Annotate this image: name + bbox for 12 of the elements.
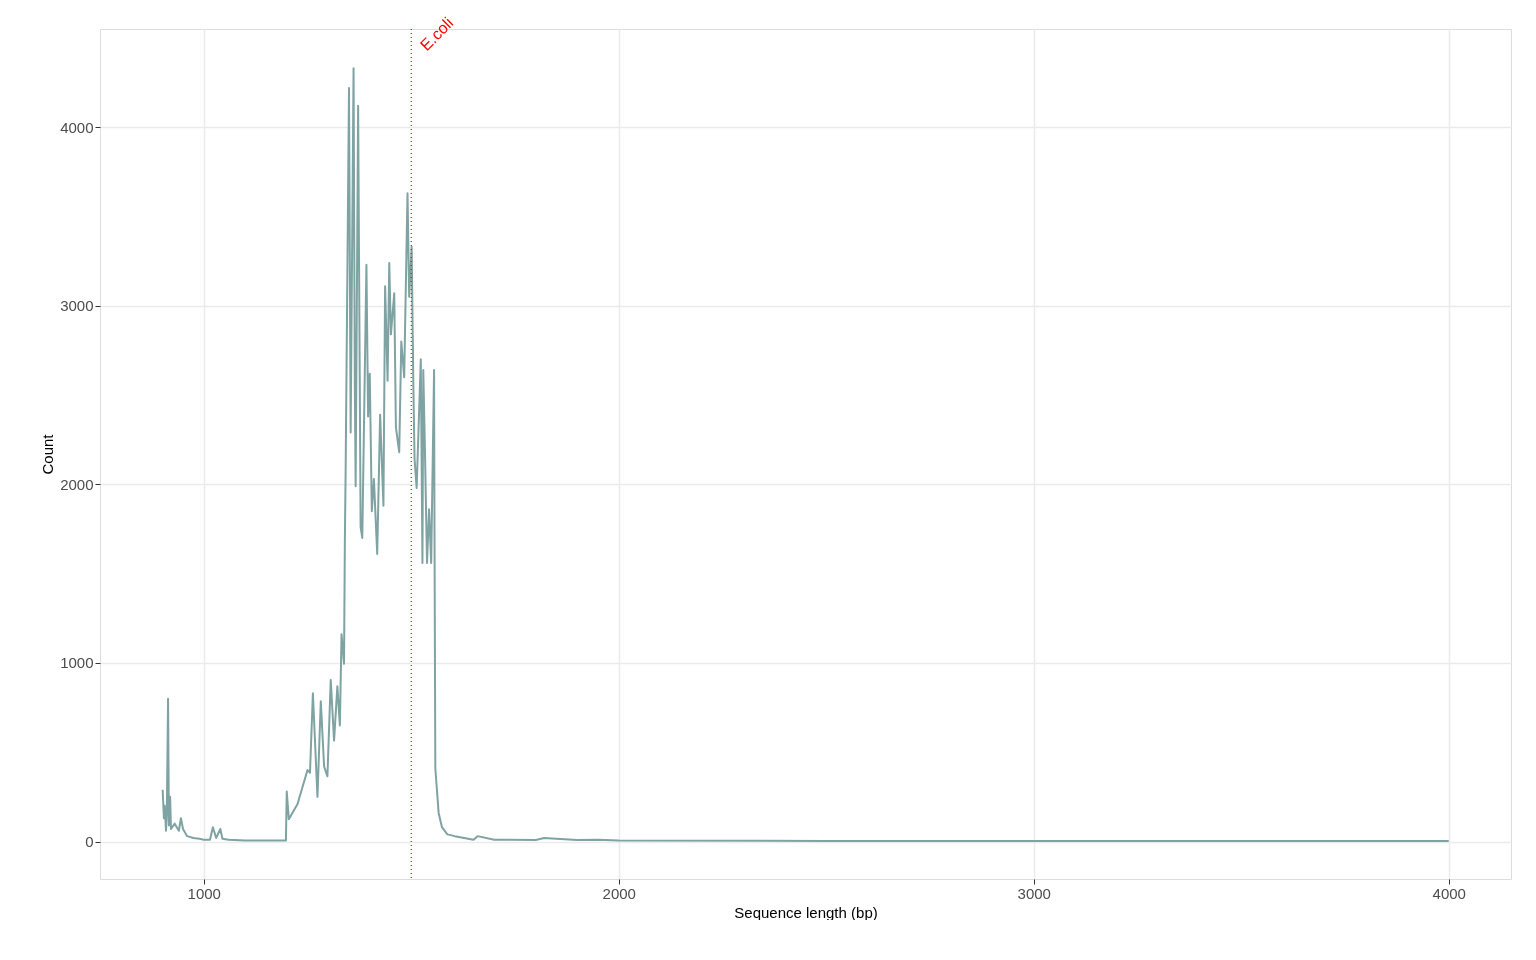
x-axis-title: Sequence length (bp) [734, 903, 878, 921]
line-series [161, 67, 1450, 842]
x-tick-label: 4000 [1432, 884, 1466, 902]
x-tick-label: 3000 [1017, 884, 1051, 902]
x-tick-label: 1000 [187, 884, 221, 902]
y-axis-title: Count [39, 433, 57, 475]
y-tick-label: 4000 [60, 118, 94, 136]
y-tick-label: 1000 [60, 654, 94, 672]
y-tick-label: 2000 [60, 475, 94, 493]
x-tick-label: 2000 [602, 884, 636, 902]
y-tick-label: 0 [85, 833, 94, 850]
y-tick-label: 3000 [60, 297, 94, 315]
